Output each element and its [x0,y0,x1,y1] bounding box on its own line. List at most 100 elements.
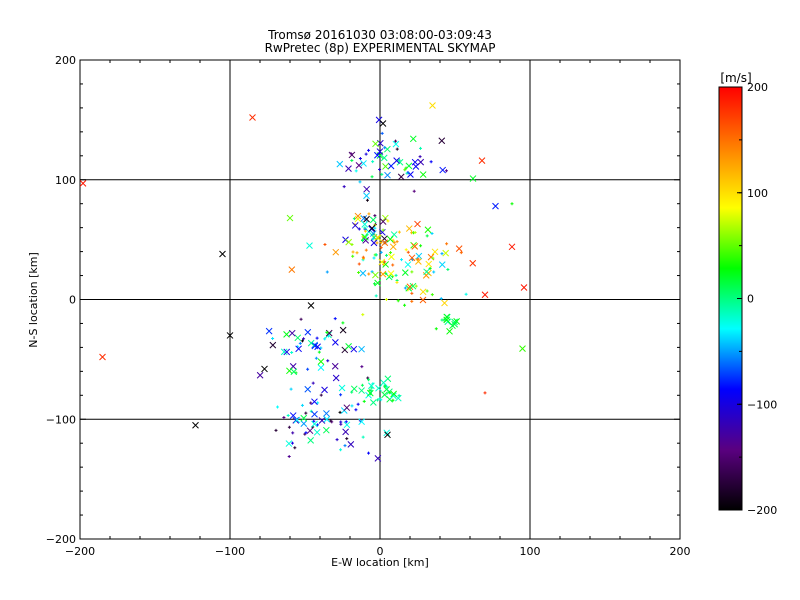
data-point [295,345,302,353]
data-point [370,270,374,274]
data-point [380,131,384,135]
data-point [357,227,361,231]
data-point [316,401,320,405]
data-point [400,258,404,262]
data-point [290,441,294,445]
data-point [306,427,314,435]
chart-subtitle: RwPretec (8p) EXPERIMENTAL SKYMAP [265,41,496,55]
data-point [469,175,477,182]
data-point [415,252,423,260]
data-point [368,382,375,390]
data-point [391,263,395,267]
data-point [317,350,321,354]
data-point [358,387,365,394]
data-point [411,242,419,250]
data-point [383,429,391,437]
data-point [339,422,343,426]
data-point [434,327,438,331]
data-point [319,346,323,350]
data-point [404,166,408,170]
data-point [363,229,367,233]
data-point [293,446,297,450]
data-point [350,390,354,394]
data-point [369,399,377,406]
data-point [343,404,351,412]
x-tick-label: −200 [65,545,95,558]
data-point [446,267,450,271]
data-point [425,260,433,268]
data-point [368,388,372,392]
data-point [323,410,330,417]
data-point [339,393,343,397]
data-point [357,271,361,275]
data-point [389,251,393,255]
data-point [316,423,320,427]
data-point [373,226,377,230]
data-point [289,412,297,419]
data-point [374,294,378,298]
data-point [385,385,389,389]
data-point [312,419,316,423]
data-point [367,378,371,382]
data-point [438,137,446,145]
data-point [464,292,468,296]
data-point [376,398,380,402]
data-point [300,339,304,343]
data-point [406,171,410,175]
data-point [345,343,352,350]
data-point [392,140,400,148]
data-point [358,156,362,160]
data-point [360,383,364,387]
data-point [416,257,420,261]
data-point [358,345,365,353]
data-point [318,417,326,424]
data-point [469,259,477,267]
data-point [300,420,308,427]
colorbar-tick-label: 0 [747,293,754,306]
grid-lines [80,60,680,539]
data-point [354,169,358,173]
data-point [294,334,302,342]
data-point [375,241,379,245]
y-tick-label: 200 [55,54,76,67]
data-point [387,162,395,170]
data-point [419,146,423,150]
data-point [387,270,395,277]
data-point [378,397,382,401]
data-point [348,151,356,159]
data-point [372,256,376,260]
data-point [368,224,376,232]
data-point [350,385,358,393]
data-point [431,256,435,260]
data-point [373,214,377,218]
data-point [418,155,422,159]
data-point [379,270,387,278]
data-point [338,384,346,392]
data-point [286,214,294,222]
data-point [393,157,400,164]
data-point [345,437,349,441]
data-point [309,401,313,405]
data-point [332,374,340,382]
data-point [282,415,286,419]
data-point [367,451,371,455]
data-point [442,249,450,257]
data-point [271,336,275,340]
data-point [428,266,432,270]
data-point [321,386,328,394]
data-point [401,269,409,277]
data-point [419,171,427,178]
data-point [370,239,378,247]
data-point [350,404,354,408]
data-point [359,269,367,277]
x-tick-label: 200 [670,545,691,558]
data-point [413,230,417,234]
data-point [362,399,366,403]
chart-title: Tromsø 20161030 03:08:00-03:09:43 [267,28,492,42]
data-point [508,243,516,251]
data-point [410,299,414,303]
data-point [395,280,399,284]
data-point [315,336,319,340]
data-point [366,376,370,380]
y-tick-label: −200 [46,533,76,546]
